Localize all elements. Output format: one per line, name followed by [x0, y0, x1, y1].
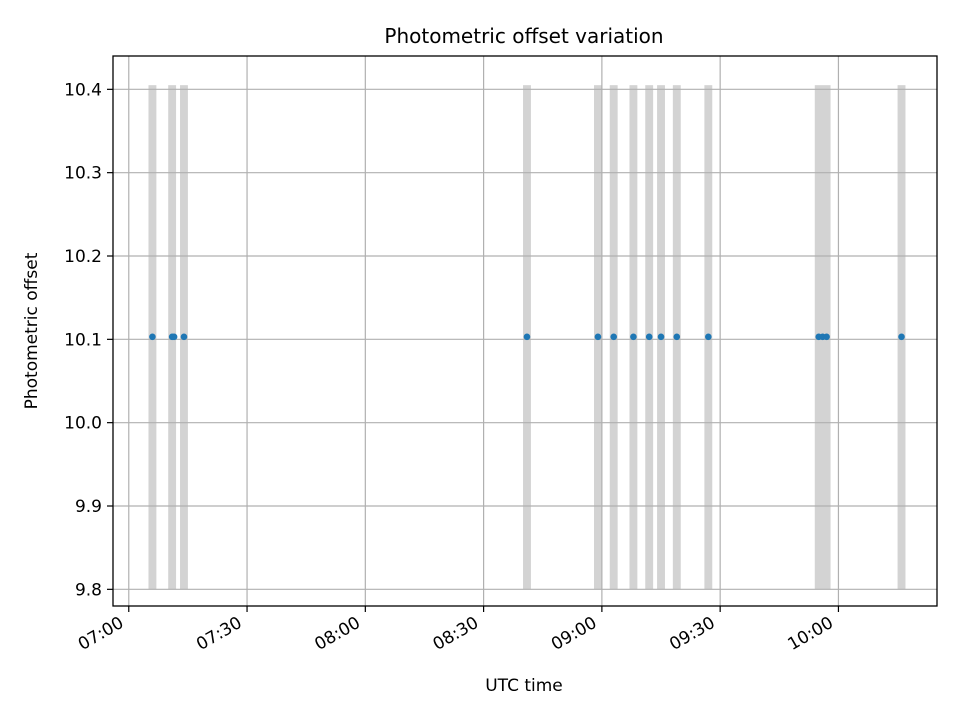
data-point [657, 333, 665, 341]
x-tick-label: 09:30 [666, 613, 718, 655]
plot-frame [112, 55, 938, 607]
y-tick-label: 10.4 [64, 80, 102, 100]
y-tick-label: 9.8 [75, 580, 102, 600]
y-axis-label: Photometric offset [22, 252, 42, 409]
data-point [823, 333, 830, 341]
data-point [610, 333, 618, 341]
x-tick-label: 08:30 [430, 613, 482, 655]
grid-layer [113, 56, 937, 606]
data-point [645, 333, 653, 341]
data-point [898, 333, 905, 341]
y-tick-label: 10.3 [64, 164, 102, 184]
x-tick-label: 10:00 [785, 613, 837, 655]
y-tick-label: 10.2 [64, 247, 102, 267]
data-point [673, 333, 681, 341]
data-point [594, 333, 602, 341]
y-axis: 9.8 9.9 10.0 10.1 10.2 10.3 10.4 [64, 80, 113, 600]
y-tick-label: 10.0 [64, 414, 102, 434]
x-tick-label: 07:30 [193, 613, 245, 655]
y-tick-label: 10.1 [64, 330, 102, 350]
x-tick-label: 08:00 [311, 613, 363, 655]
data-point [705, 333, 712, 341]
data-point [523, 333, 531, 341]
x-axis: 07:00 07:30 08:00 08:30 09:00 09:30 10:00 [75, 606, 840, 655]
data-point [180, 333, 188, 341]
y-tick-label: 9.9 [75, 497, 102, 517]
data-point [170, 333, 178, 341]
x-tick-label: 09:00 [548, 613, 600, 655]
data-point [630, 333, 637, 341]
x-tick-label: 07:00 [75, 613, 127, 655]
data-point [149, 333, 156, 341]
points-layer [149, 333, 905, 341]
chart-title: Photometric offset variation [384, 24, 663, 48]
x-axis-label: UTC time [485, 676, 563, 696]
